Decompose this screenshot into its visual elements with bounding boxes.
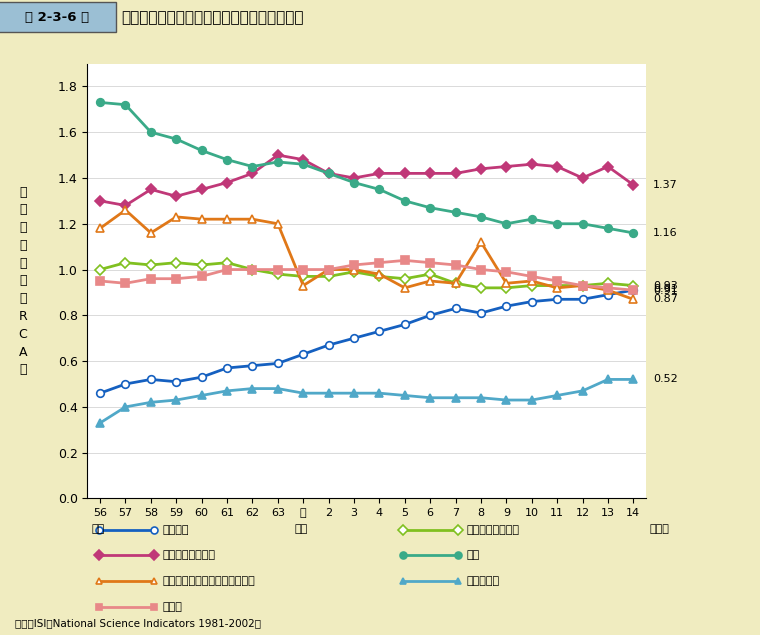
Text: （: （ bbox=[19, 292, 27, 305]
Text: 0.91: 0.91 bbox=[653, 286, 678, 297]
Text: 0.87: 0.87 bbox=[653, 294, 678, 304]
Text: （年）: （年） bbox=[650, 524, 670, 534]
Text: 我が国の論文の分野別の相対比較優位の推移: 我が国の論文の分野別の相対比較優位の推移 bbox=[122, 10, 304, 25]
Text: 1.37: 1.37 bbox=[653, 180, 678, 190]
Text: 工学／コンピュータサイエンス: 工学／コンピュータサイエンス bbox=[163, 576, 255, 586]
Text: 位: 位 bbox=[19, 274, 27, 288]
Text: 物理学／材料科学: 物理学／材料科学 bbox=[163, 551, 216, 561]
Text: 平成: 平成 bbox=[294, 524, 308, 534]
Text: 較: 較 bbox=[19, 239, 27, 252]
Text: ）: ） bbox=[19, 363, 27, 377]
Text: R: R bbox=[18, 310, 27, 323]
Text: 第 2-3-6 図: 第 2-3-6 図 bbox=[25, 11, 89, 24]
Text: 地球／宇宙: 地球／宇宙 bbox=[467, 576, 500, 586]
Text: 昭和: 昭和 bbox=[91, 524, 104, 534]
Text: 相: 相 bbox=[19, 185, 27, 199]
Text: 0.91: 0.91 bbox=[653, 284, 678, 294]
Text: 1.16: 1.16 bbox=[653, 228, 678, 238]
Text: 資料：ISI「National Science Indicators 1981-2002」: 資料：ISI「National Science Indicators 1981-… bbox=[15, 618, 261, 629]
Text: C: C bbox=[18, 328, 27, 341]
Text: 優: 優 bbox=[19, 257, 27, 270]
Text: 化学: 化学 bbox=[467, 551, 480, 561]
Text: 対: 対 bbox=[19, 203, 27, 217]
Text: 比: 比 bbox=[19, 221, 27, 234]
FancyBboxPatch shape bbox=[0, 3, 116, 32]
Text: A: A bbox=[18, 345, 27, 359]
Text: 生物学／生命科学: 生物学／生命科学 bbox=[467, 525, 520, 535]
Text: その他: その他 bbox=[163, 602, 182, 612]
Text: 臨床医学: 臨床医学 bbox=[163, 525, 189, 535]
Text: 0.93: 0.93 bbox=[653, 281, 678, 291]
Text: 0.52: 0.52 bbox=[653, 375, 678, 384]
